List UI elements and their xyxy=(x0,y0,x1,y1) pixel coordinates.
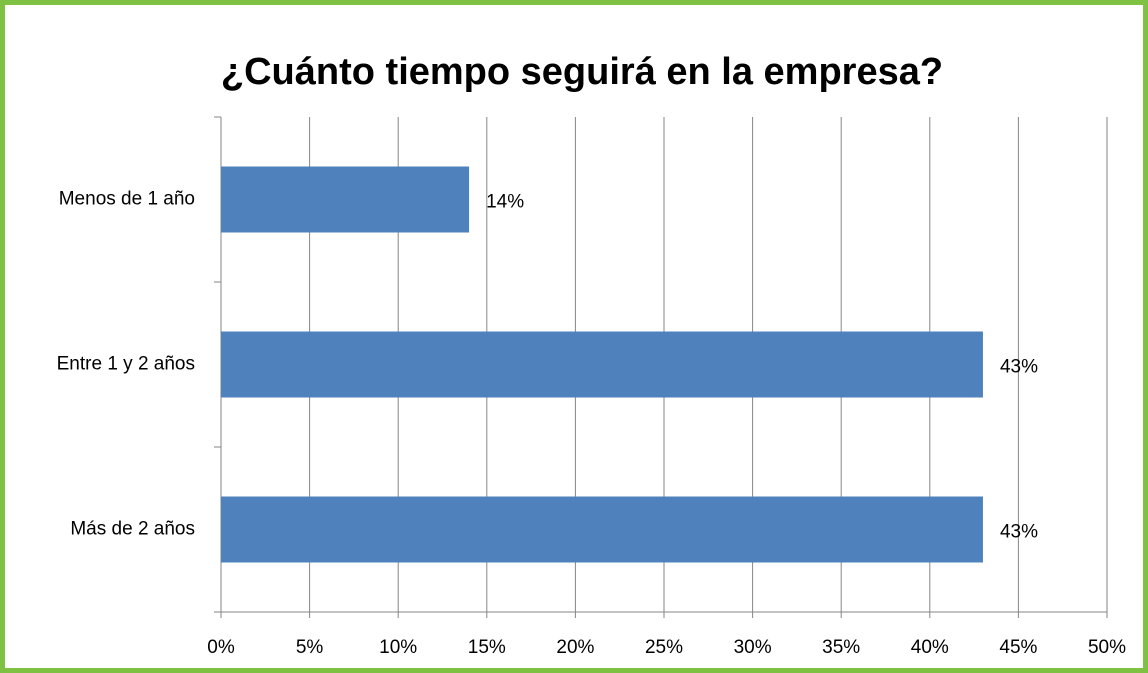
bar xyxy=(221,166,470,233)
x-tick-label: 35% xyxy=(822,637,860,658)
x-tick-label: 0% xyxy=(207,637,235,658)
y-tick-label: Más de 2 años xyxy=(70,519,195,540)
x-tick-label: 45% xyxy=(999,637,1037,658)
x-tick-label: 30% xyxy=(734,637,772,658)
x-tick-label: 5% xyxy=(296,637,324,658)
value-label: 14% xyxy=(486,192,524,213)
y-tick-label: Entre 1 y 2 años xyxy=(57,354,195,375)
y-tick-label: Menos de 1 año xyxy=(59,189,195,210)
x-tick-label: 25% xyxy=(645,637,683,658)
chart-title: ¿Cuánto tiempo seguirá en la empresa? xyxy=(221,51,943,93)
x-tick-label: 10% xyxy=(379,637,417,658)
x-tick-label: 50% xyxy=(1088,637,1126,658)
bar xyxy=(221,331,983,398)
bar xyxy=(221,496,983,563)
value-label: 43% xyxy=(1000,522,1038,543)
x-tick-label: 40% xyxy=(911,637,949,658)
x-tick-label: 20% xyxy=(556,637,594,658)
x-tick-label: 15% xyxy=(468,637,506,658)
value-label: 43% xyxy=(1000,357,1038,378)
